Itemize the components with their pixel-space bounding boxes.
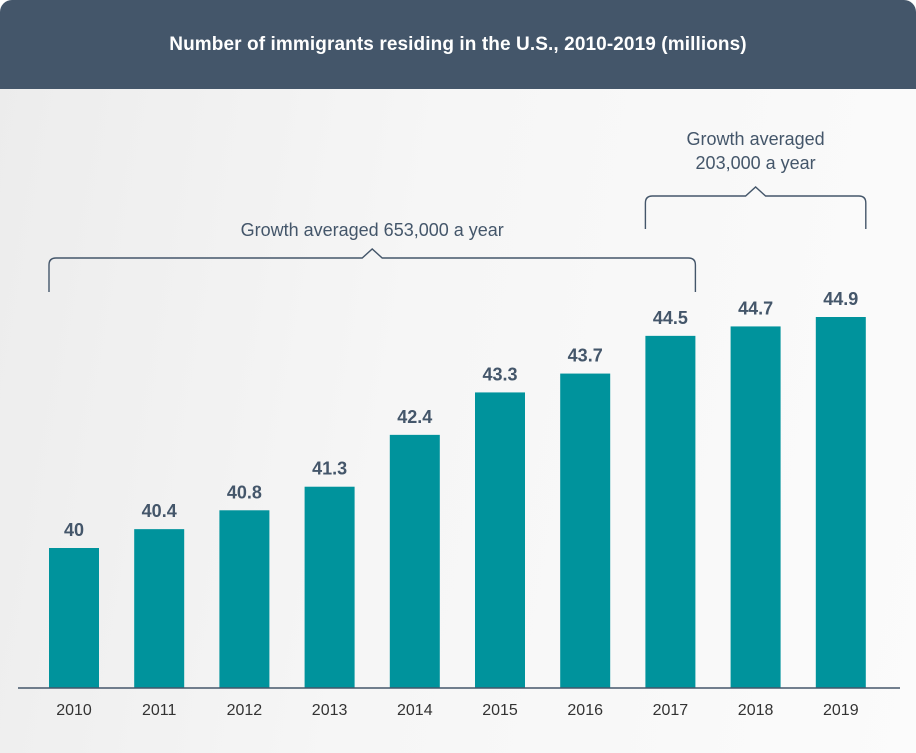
bar-2013 — [304, 486, 355, 688]
annotation-text-2: Growth averaged — [687, 129, 825, 149]
x-tick-2015: 2015 — [482, 702, 518, 719]
bar-2010 — [49, 548, 99, 688]
annotation-brace-2 — [644, 186, 867, 229]
bar-2018 — [730, 326, 781, 688]
bar-2012 — [219, 510, 270, 688]
value-label-2014: 42.4 — [397, 407, 432, 427]
chart-title: Number of immigrants residing in the U.S… — [169, 33, 747, 55]
bar-2015 — [475, 392, 525, 688]
bar-2019 — [815, 317, 866, 688]
bar-2017 — [645, 335, 696, 688]
annotation-text-2: 203,000 a year — [696, 153, 816, 173]
annotation-text-1: Growth averaged 653,000 a year — [241, 220, 504, 240]
value-label-2010: 40 — [64, 520, 84, 540]
x-tick-2017: 2017 — [653, 702, 689, 719]
bar-2016 — [560, 373, 611, 688]
x-tick-2010: 2010 — [56, 702, 92, 719]
value-label-2018: 44.7 — [738, 298, 773, 318]
x-tick-2011: 2011 — [142, 702, 177, 719]
value-label-2016: 43.7 — [568, 346, 603, 366]
value-label-2013: 41.3 — [312, 459, 347, 479]
x-tick-2018: 2018 — [738, 702, 774, 719]
x-tick-2016: 2016 — [567, 702, 603, 719]
value-label-2012: 40.8 — [227, 482, 262, 502]
annotation-brace-1 — [48, 248, 697, 292]
bar-2011 — [134, 529, 185, 688]
bar-2014 — [389, 434, 440, 688]
value-label-2015: 43.3 — [482, 364, 517, 384]
x-tick-2014: 2014 — [397, 702, 433, 719]
value-label-2017: 44.5 — [653, 308, 688, 328]
x-tick-2019: 2019 — [823, 702, 859, 719]
x-tick-2012: 2012 — [227, 702, 263, 719]
value-label-2011: 40.4 — [142, 501, 177, 521]
value-label-2019: 44.9 — [823, 289, 858, 309]
x-tick-2013: 2013 — [312, 702, 348, 719]
chart-header: Number of immigrants residing in the U.S… — [0, 0, 916, 89]
